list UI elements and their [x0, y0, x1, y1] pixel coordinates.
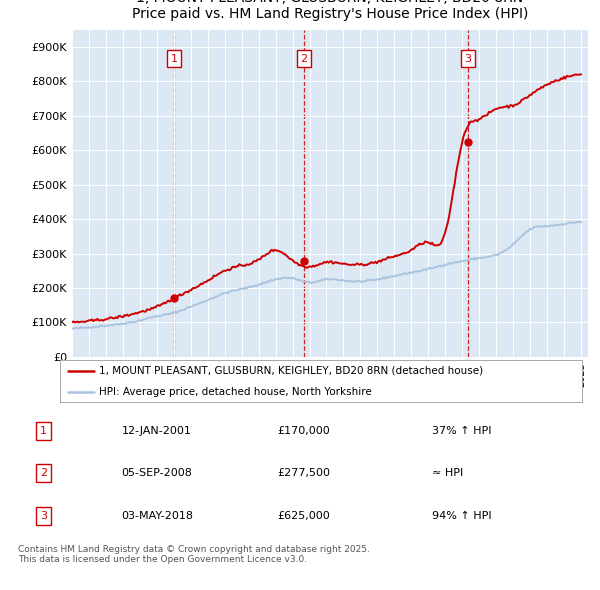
Text: 3: 3	[464, 54, 472, 64]
Text: 1, MOUNT PLEASANT, GLUSBURN, KEIGHLEY, BD20 8RN (detached house): 1, MOUNT PLEASANT, GLUSBURN, KEIGHLEY, B…	[99, 366, 483, 375]
Text: £625,000: £625,000	[277, 511, 330, 520]
Text: 3: 3	[40, 511, 47, 520]
Text: 12-JAN-2001: 12-JAN-2001	[121, 426, 191, 435]
Title: 1, MOUNT PLEASANT, GLUSBURN, KEIGHLEY, BD20 8RN
Price paid vs. HM Land Registry': 1, MOUNT PLEASANT, GLUSBURN, KEIGHLEY, B…	[132, 0, 528, 21]
Text: ≈ HPI: ≈ HPI	[433, 468, 464, 478]
Text: £170,000: £170,000	[277, 426, 330, 435]
Text: 1: 1	[40, 426, 47, 435]
Text: 1: 1	[171, 54, 178, 64]
Text: 94% ↑ HPI: 94% ↑ HPI	[433, 511, 492, 520]
Text: 05-SEP-2008: 05-SEP-2008	[121, 468, 193, 478]
Text: Contains HM Land Registry data © Crown copyright and database right 2025.
This d: Contains HM Land Registry data © Crown c…	[18, 545, 370, 564]
Text: 03-MAY-2018: 03-MAY-2018	[121, 511, 193, 520]
Text: £277,500: £277,500	[277, 468, 330, 478]
Text: 2: 2	[301, 54, 308, 64]
Text: 2: 2	[40, 468, 47, 478]
Text: 37% ↑ HPI: 37% ↑ HPI	[433, 426, 492, 435]
Text: HPI: Average price, detached house, North Yorkshire: HPI: Average price, detached house, Nort…	[99, 387, 372, 396]
